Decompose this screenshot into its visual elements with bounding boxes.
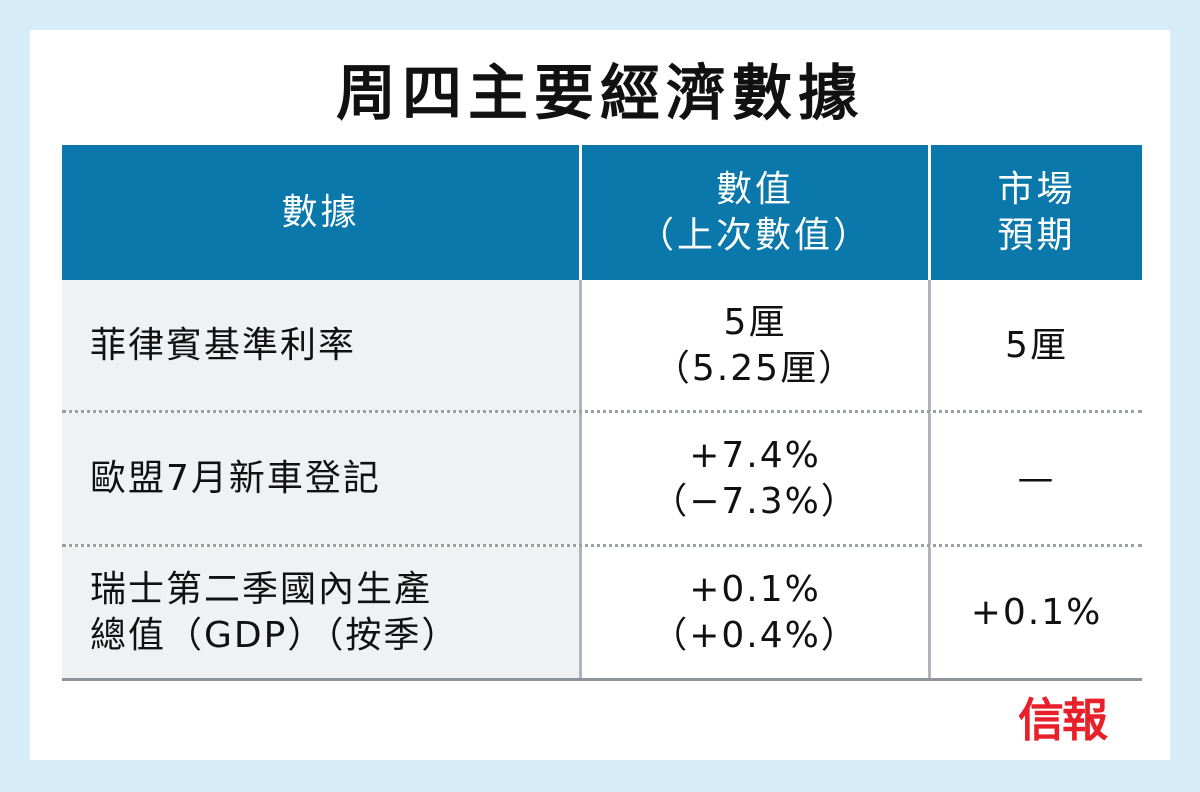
row-name-continued: 總值（GDP）（按季） xyxy=(90,615,460,656)
row-expected-cell: — xyxy=(931,413,1142,545)
column-divider xyxy=(928,280,931,412)
row-value: +7.4% xyxy=(689,435,821,476)
header-previous-label: （上次數值） xyxy=(637,214,872,256)
header-value-label: 數值 xyxy=(715,168,794,210)
row-value: +0.1% xyxy=(689,569,821,610)
table-header: 數據 數值 （上次數值） 市場 預期 xyxy=(62,145,1142,280)
table-row: 瑞士第二季國內生產 總值（GDP）（按季） +0.1% （+0.4%） +0.1… xyxy=(62,547,1142,679)
row-divider xyxy=(62,544,1142,547)
column-divider xyxy=(579,413,582,545)
header-expected-column: 市場 預期 xyxy=(931,145,1142,280)
row-previous-value: （−7.3%） xyxy=(651,481,859,522)
row-value: 5厘 xyxy=(723,302,787,343)
header-data-column: 數據 xyxy=(62,145,579,280)
page-title: 周四主要經濟數據 xyxy=(336,59,864,129)
row-divider xyxy=(62,410,1142,413)
column-divider xyxy=(928,413,931,545)
brand-logo: 信報 xyxy=(1018,693,1108,747)
row-name: 歐盟7月新車登記 xyxy=(90,458,381,499)
header-value-column: 數值 （上次數值） xyxy=(582,145,928,280)
row-previous-value: （5.25厘） xyxy=(653,348,857,389)
header-divider xyxy=(928,145,931,280)
header-expected-label: 預期 xyxy=(997,214,1076,256)
header-data-label: 數據 xyxy=(281,191,360,233)
row-name-cell: 菲律賓基準利率 xyxy=(62,280,579,412)
table-bottom-border xyxy=(62,678,1142,681)
row-expected: 5厘 xyxy=(1005,325,1068,366)
row-name-cell: 瑞士第二季國內生產 總值（GDP）（按季） xyxy=(62,547,579,679)
row-previous-value: （+0.4%） xyxy=(651,615,859,656)
row-name: 菲律賓基準利率 xyxy=(90,325,357,366)
row-expected-cell: +0.1% xyxy=(931,547,1142,679)
header-divider xyxy=(579,145,582,280)
row-expected: — xyxy=(1017,458,1056,499)
column-divider xyxy=(579,547,582,679)
row-name: 瑞士第二季國內生產 xyxy=(90,569,433,610)
column-divider xyxy=(579,280,582,412)
row-value-cell: +7.4% （−7.3%） xyxy=(582,413,928,545)
row-value-cell: 5厘 （5.25厘） xyxy=(582,280,928,412)
row-value-cell: +0.1% （+0.4%） xyxy=(582,547,928,679)
row-name-cell: 歐盟7月新車登記 xyxy=(62,413,579,545)
row-expected-cell: 5厘 xyxy=(931,280,1142,412)
table-row: 歐盟7月新車登記 +7.4% （−7.3%） — xyxy=(62,413,1142,545)
row-expected: +0.1% xyxy=(970,592,1103,633)
header-market-label: 市場 xyxy=(997,168,1076,210)
table-row: 菲律賓基準利率 5厘 （5.25厘） 5厘 xyxy=(62,280,1142,412)
column-divider xyxy=(928,547,931,679)
